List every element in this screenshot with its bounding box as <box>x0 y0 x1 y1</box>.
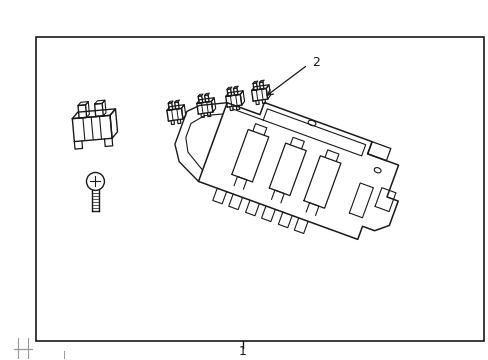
Text: 2: 2 <box>311 56 319 69</box>
Text: 1: 1 <box>239 345 246 359</box>
Bar <box>36 37 483 341</box>
